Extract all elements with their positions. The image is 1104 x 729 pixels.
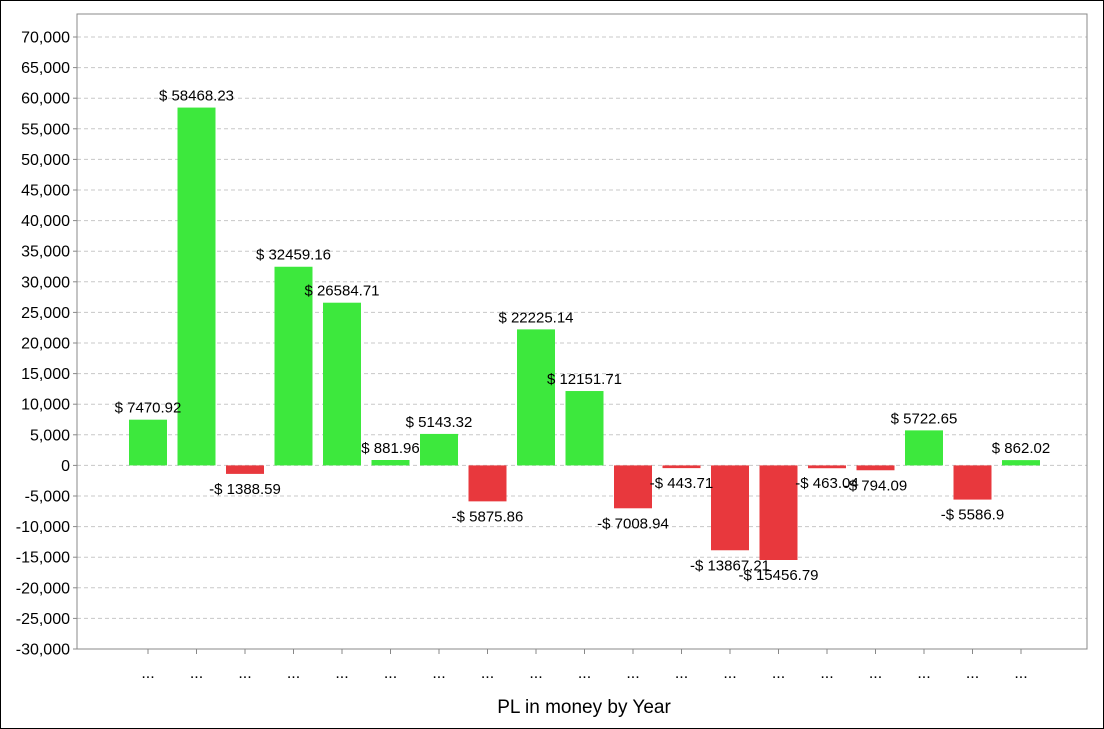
y-axis-ticks: 70,000 65,000 60,000 55,000 50,000 45,000 40,0… (16, 30, 77, 659)
data-label: -$ 794.09 (844, 477, 907, 494)
bar (905, 430, 943, 466)
x-tick-label: ... (820, 665, 833, 682)
y-tick-label: 25,000 (21, 305, 70, 322)
x-tick-label: ... (481, 665, 494, 682)
data-label: $ 862.02 (992, 440, 1050, 457)
data-label: -$ 5875.86 (452, 508, 524, 525)
y-tick-label: 5,000 (30, 427, 70, 444)
gridlines (77, 36, 1087, 619)
y-tick-label: 30,000 (21, 274, 70, 291)
bar (808, 465, 846, 469)
y-tick-label: -5,000 (25, 489, 70, 506)
x-tick-label: ... (529, 665, 542, 682)
x-tick-label: ... (772, 665, 785, 682)
data-label: $ 12151.71 (547, 371, 622, 388)
x-tick-label: ... (1014, 665, 1027, 682)
data-label: $ 22225.14 (498, 309, 573, 326)
y-tick-label: 70,000 (21, 30, 70, 47)
bar (711, 465, 749, 551)
data-label: $ 26584.71 (304, 283, 379, 300)
bar (371, 460, 410, 466)
data-label: $ 32459.16 (256, 247, 331, 264)
bar (565, 391, 604, 466)
x-tick-label: ... (917, 665, 930, 682)
bar (274, 266, 313, 466)
bar (323, 302, 361, 466)
y-tick-label: 50,000 (21, 152, 70, 169)
bar (759, 465, 798, 560)
y-tick-label: 0 (61, 458, 70, 475)
x-tick-label: ... (675, 665, 688, 682)
y-tick-label: 10,000 (21, 397, 70, 414)
y-tick-label: 45,000 (21, 183, 70, 200)
data-label: $ 7470.92 (115, 400, 182, 417)
data-label: $ 5143.32 (406, 414, 473, 431)
x-tick-label: ... (287, 665, 300, 682)
bar (662, 465, 701, 469)
y-tick-label: 35,000 (21, 244, 70, 261)
y-tick-label: -10,000 (16, 519, 70, 536)
bar (420, 433, 458, 466)
y-tick-label: 40,000 (21, 213, 70, 230)
data-label: -$ 5586.9 (941, 507, 1004, 524)
bar (953, 465, 992, 500)
x-tick-label: ... (238, 665, 251, 682)
data-label: -$ 463.04 (795, 475, 858, 492)
bar (614, 465, 652, 509)
y-tick-label: -15,000 (16, 550, 70, 567)
x-tick-label: ... (335, 665, 348, 682)
bar (177, 107, 216, 466)
y-tick-label: 65,000 (21, 60, 70, 77)
bar (517, 329, 555, 466)
x-tick-label: ... (141, 665, 154, 682)
data-label: $ 881.96 (361, 440, 419, 457)
x-tick-label: ... (190, 665, 203, 682)
bar (1002, 460, 1040, 466)
bar (468, 465, 507, 502)
x-tick-label: ... (626, 665, 639, 682)
bar (856, 465, 895, 471)
data-label: -$ 15456.79 (738, 567, 818, 584)
data-labels: $ 7470.92 $ 58468.23 -$ 1388.59 $ 32459.16 $… (115, 88, 1051, 584)
bar (129, 419, 167, 466)
x-axis-label: PL in money by Year (497, 697, 671, 718)
data-label: -$ 443.71 (650, 475, 713, 492)
x-tick-label: ... (432, 665, 445, 682)
data-label: -$ 1388.59 (209, 481, 281, 498)
plot-area (76, 13, 1088, 650)
y-tick-label: 60,000 (21, 91, 70, 108)
data-label: -$ 7008.94 (597, 515, 669, 532)
data-label: $ 58468.23 (159, 88, 234, 105)
y-tick-label: 20,000 (21, 336, 70, 353)
x-tick-label: ... (869, 665, 882, 682)
y-tick-label: -25,000 (16, 611, 70, 628)
x-axis-ticks: ........................................… (77, 648, 1087, 682)
y-tick-label: -30,000 (16, 642, 70, 659)
y-tick-label: 55,000 (21, 121, 70, 138)
bar (226, 465, 264, 474)
data-label: -$ 13867.21 (690, 557, 770, 574)
x-tick-label: ... (578, 665, 591, 682)
data-label: $ 5722.65 (891, 410, 958, 427)
y-tick-label: 15,000 (21, 366, 70, 383)
x-tick-label: ... (723, 665, 736, 682)
plot-border (76, 13, 1088, 650)
x-tick-label: ... (384, 665, 397, 682)
y-tick-label: -20,000 (16, 580, 70, 597)
x-tick-label: ... (966, 665, 979, 682)
bars (129, 107, 1040, 560)
